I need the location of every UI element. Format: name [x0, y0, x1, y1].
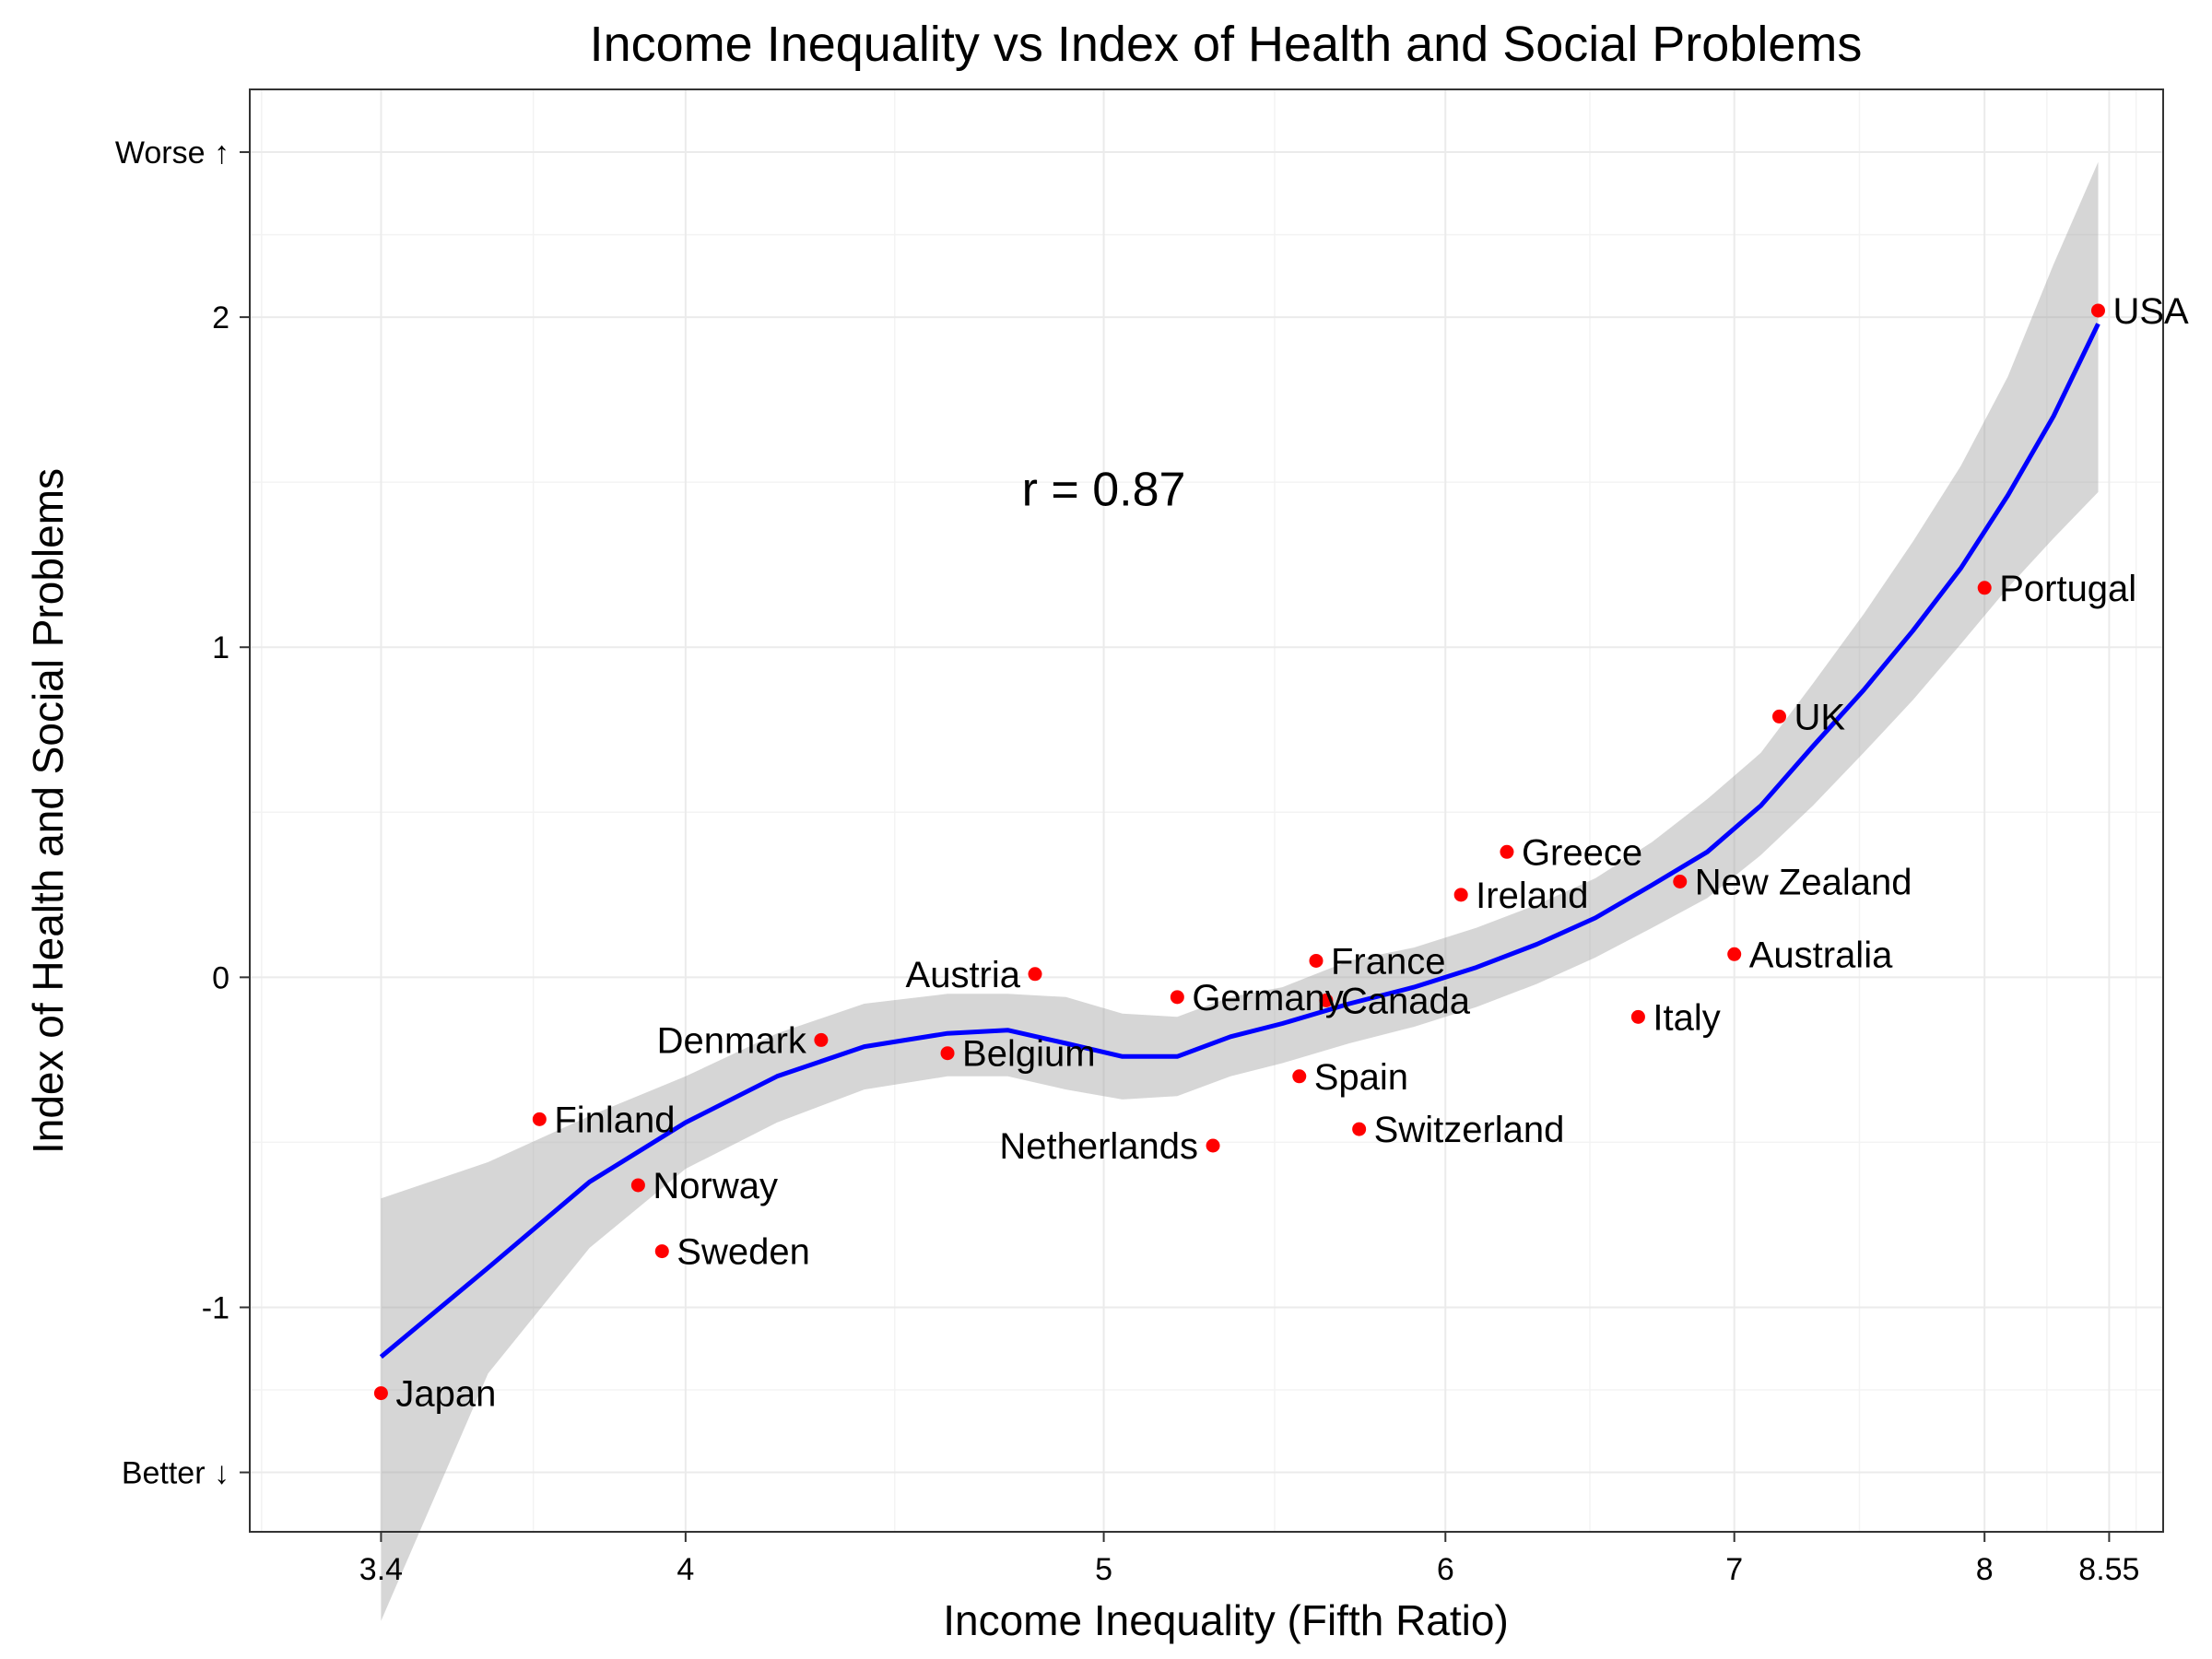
point-label: Canada [1341, 981, 1471, 1021]
y-tick-label: Better ↓ [122, 1456, 229, 1491]
data-point [654, 1244, 669, 1259]
point-label: Denmark [657, 1020, 807, 1061]
point-label: Portugal [1999, 569, 2136, 609]
data-point [1206, 1138, 1220, 1153]
smooth-curve [379, 323, 2100, 1359]
x-tick-label: 3.4 [359, 1552, 403, 1587]
data-point [1500, 844, 1514, 859]
point-label: France [1331, 941, 1446, 982]
point-label: UK [1794, 697, 1845, 737]
point-label: Belgium [962, 1034, 1096, 1075]
x-tick-label: 7 [1725, 1552, 1743, 1587]
minor-gridlines [250, 89, 2163, 1532]
data-point [1453, 888, 1468, 902]
data-point [1673, 874, 1688, 888]
major-gridlines [250, 89, 2163, 1532]
point-label: Australia [1749, 935, 1893, 975]
point-labels: Japan Finland Norway Sweden Denmark Belgium Au… [395, 291, 2189, 1415]
data-point [1309, 953, 1324, 968]
point-label: Austria [906, 955, 1021, 995]
y-tick-label: 0 [212, 960, 229, 995]
point-label: Japan [395, 1374, 496, 1415]
point-label: Germany [1192, 978, 1344, 1018]
y-tick-label: Worse ↑ [115, 135, 229, 171]
y-axis: Better ↓ -1 0 1 2 Worse ↑ [115, 135, 250, 1491]
chart-title: Income Inequality vs Index of Health and… [590, 17, 1863, 72]
data-point [1028, 967, 1042, 982]
smooth-line [379, 323, 2100, 1359]
point-label: Spain [1314, 1057, 1408, 1098]
point-label: USA [2112, 291, 2189, 332]
data-point [1352, 1122, 1367, 1136]
point-label: Finland [554, 1100, 675, 1140]
point-label: Netherlands [999, 1126, 1198, 1167]
correlation-annotation: r = 0.87 [1022, 463, 1186, 516]
point-label: Sweden [677, 1232, 810, 1273]
y-tick-label: 2 [212, 300, 229, 335]
annotations: r = 0.87 [1022, 463, 1186, 516]
data-points [373, 303, 2105, 1401]
y-tick-label: -1 [202, 1290, 229, 1325]
point-label: Italy [1653, 997, 1720, 1038]
point-label: Switzerland [1374, 1110, 1565, 1150]
point-label: New Zealand [1695, 862, 1912, 902]
x-axis: 3.4 4 5 6 7 8 8.55 [359, 1532, 2139, 1587]
point-label: Ireland [1476, 876, 1588, 916]
data-point [1771, 709, 1786, 724]
y-tick-label: 1 [212, 630, 229, 665]
x-tick-label: 8.55 [2078, 1552, 2139, 1587]
plot-panel-border [249, 88, 2164, 1533]
data-point [2090, 303, 2105, 318]
point-label: Norway [653, 1166, 778, 1206]
data-point [940, 1046, 955, 1061]
data-point [1170, 990, 1184, 1005]
data-point [1630, 1009, 1645, 1024]
data-point [630, 1178, 645, 1193]
x-tick-label: 4 [677, 1552, 694, 1587]
data-point [1319, 993, 1334, 1007]
x-tick-label: 6 [1437, 1552, 1454, 1587]
data-point [373, 1386, 388, 1401]
y-axis-title: Index of Health and Social Problems [24, 468, 72, 1154]
x-axis-title: Income Inequality (Fifth Ratio) [943, 1596, 1509, 1644]
data-point [532, 1112, 547, 1126]
point-label: Greece [1522, 832, 1642, 873]
data-point [814, 1032, 829, 1047]
data-point [1727, 947, 1742, 961]
x-tick-label: 8 [1976, 1552, 1994, 1587]
x-tick-label: 5 [1095, 1552, 1112, 1587]
data-point [1977, 581, 1992, 595]
data-point [1292, 1069, 1307, 1084]
